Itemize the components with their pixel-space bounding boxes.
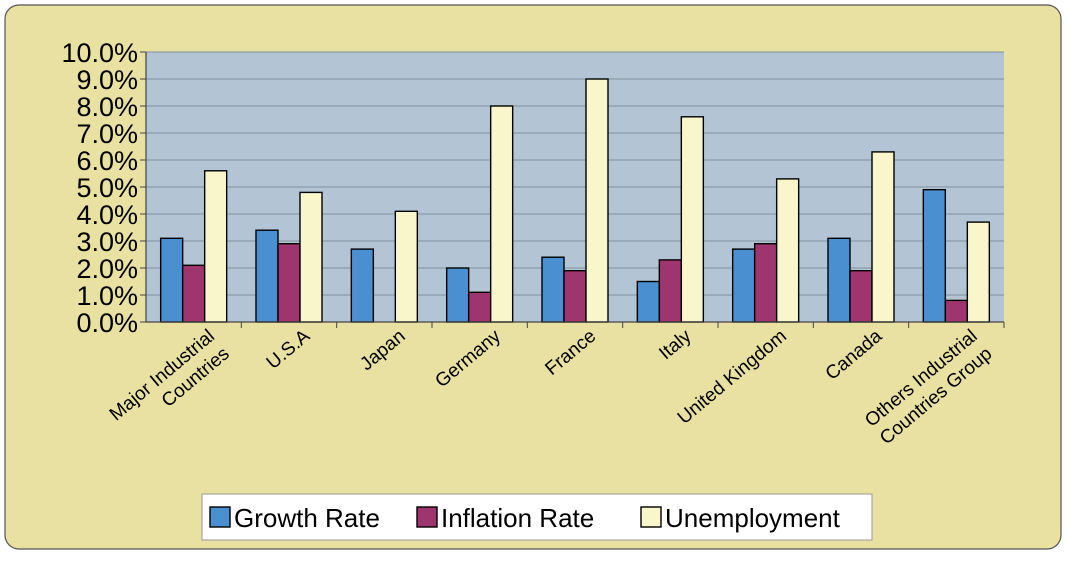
y-tick-labels: 0.0%1.0%2.0%3.0%4.0%5.0%6.0%7.0%8.0%9.0%… [61,38,138,338]
bar-inflation-rate [181,264,206,323]
bar-growth-rate [731,248,756,323]
bar-unemployment [871,151,895,323]
bar-inflation-rate [658,259,683,323]
legend-box [201,493,873,541]
bar-inflation-rate [277,242,301,323]
y-tick-label: 5.0% [76,173,138,203]
bar-inflation-rate [467,291,492,323]
bars [159,78,991,323]
bar-unemployment [489,105,514,323]
bar-unemployment [203,170,228,323]
bar-growth-rate [255,229,279,323]
bar-unemployment [966,221,991,323]
legend-label: Growth Rate [234,503,380,533]
bar-inflation-rate [944,299,969,323]
y-tick-label: 8.0% [76,92,138,122]
bar-unemployment [585,78,609,323]
bar-inflation-rate [563,270,587,323]
y-tick-label: 6.0% [76,146,138,176]
bar-unemployment [299,191,323,323]
bar-growth-rate [541,256,565,323]
y-tick-label: 3.0% [76,227,138,257]
legend: Growth Rate Inflation Rate Unemployment [201,493,873,541]
y-tick-label: 2.0% [76,254,138,284]
grid-lines [146,51,1004,296]
bar-growth-rate [350,248,375,323]
bar-growth-rate [827,237,851,323]
y-tick-label: 0.0% [76,308,138,338]
bar-growth-rate [159,237,184,323]
bar-inflation-rate [849,270,873,323]
bar-inflation-rate [753,242,778,323]
legend-label: Unemployment [665,503,841,533]
bar-growth-rate [445,267,470,323]
bar-growth-rate [636,280,661,323]
legend-swatch [416,506,438,528]
y-tick-label: 10.0% [61,38,138,68]
legend-swatch [209,506,231,528]
legend-label: Inflation Rate [441,503,594,533]
legend-swatch [640,506,662,528]
y-tick-label: 7.0% [76,119,138,149]
bar-unemployment [394,210,419,323]
y-tick-label: 1.0% [76,281,138,311]
bar-unemployment [680,116,705,323]
bar-unemployment [775,178,800,323]
bar-growth-rate [922,188,947,323]
y-tick-label: 4.0% [76,200,138,230]
axes [140,51,1005,328]
y-tick-label: 9.0% [76,65,138,95]
